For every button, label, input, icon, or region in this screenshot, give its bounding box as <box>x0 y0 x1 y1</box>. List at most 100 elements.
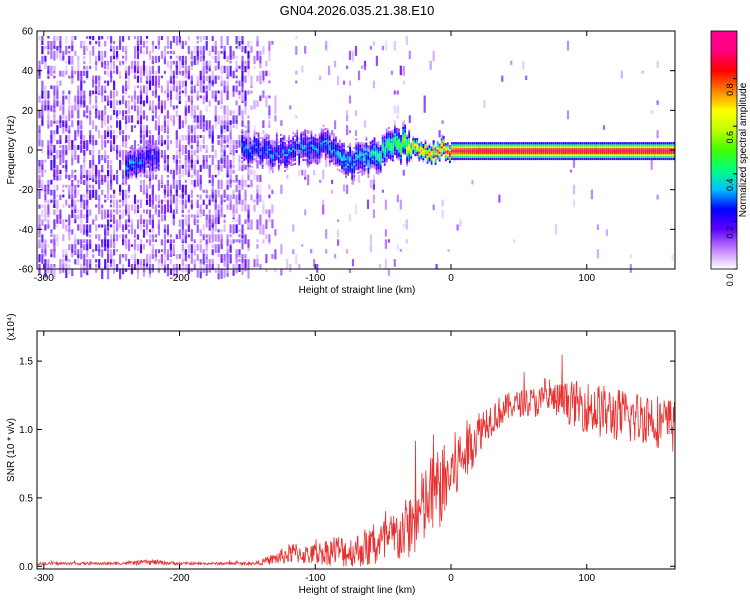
spectrogram-ridge-cell <box>493 152 496 155</box>
spectrogram-ridge-cell <box>365 148 368 151</box>
spectrogram-ridge-cell <box>322 130 325 133</box>
spectrogram-cell <box>148 194 152 202</box>
spectrogram-ridge-cell <box>495 142 498 145</box>
spectrogram-cell <box>139 264 143 270</box>
spectrogram-cell <box>181 40 184 49</box>
spectrogram-cell <box>199 95 202 99</box>
spectrogram-ridge-cell <box>501 155 504 159</box>
spectrogram-cell <box>196 75 199 85</box>
spectrogram-cell <box>104 209 107 219</box>
x-tick-label: -200 <box>170 573 190 584</box>
spectrogram-cell <box>157 75 160 85</box>
spectrogram-ridge-cell <box>538 148 541 151</box>
spectrogram-cell <box>145 254 149 264</box>
spectrogram-cell <box>122 150 125 160</box>
spectrogram-ridge-cell <box>290 155 292 158</box>
spectrogram-cell <box>259 95 262 102</box>
spectrogram-ridge-cell <box>263 138 266 141</box>
spectrogram-ridge-cell <box>491 148 494 151</box>
spectrogram-ridge-cell <box>607 157 610 161</box>
spectrogram-ridge-cell <box>300 134 303 137</box>
spectrogram-ridge-cell <box>577 146 580 149</box>
spectrogram-ridge-cell <box>310 158 313 161</box>
spectrogram-cell <box>50 254 53 258</box>
spectrogram-cell <box>334 60 337 68</box>
spectrogram-cell <box>220 234 223 241</box>
spectrogram-cell <box>166 189 169 197</box>
spectrogram-ridge-cell <box>337 144 339 147</box>
spectrogram-ridge-cell <box>147 143 150 146</box>
spectrogram-ridge-cell <box>251 143 254 147</box>
spectrogram-ridge-cell <box>245 148 248 151</box>
spectrogram-ridge-cell <box>654 148 657 151</box>
spectrogram-ridge-cell <box>135 167 138 170</box>
spectrogram-cell <box>104 199 107 203</box>
spectrogram-ridge-cell <box>318 146 321 150</box>
spectrogram-cell <box>113 80 116 90</box>
spectrogram-ridge-cell <box>377 161 380 164</box>
spectrogram-cell <box>211 125 214 133</box>
spectrogram-cell <box>196 219 199 224</box>
spectrogram-ridge-cell <box>618 152 620 155</box>
x-tick-label: 0 <box>448 273 454 284</box>
spectrogram-ridge-cell <box>622 148 624 151</box>
spectrogram-cell <box>68 95 71 105</box>
spectrogram-ridge-cell <box>143 168 146 172</box>
spectrogram-cell <box>38 254 41 263</box>
spectrogram-cell <box>119 209 122 214</box>
spectrogram-ridge-cell <box>357 155 360 158</box>
spectrogram-cell <box>193 259 196 267</box>
spectrogram-cell <box>95 90 98 95</box>
spectrogram-cell <box>130 95 134 103</box>
spectrogram-cell <box>74 169 77 173</box>
spectrogram-cell <box>226 125 229 132</box>
spectrogram-cell <box>142 259 146 266</box>
spectrogram-cell <box>190 269 193 272</box>
spectrogram-ridge-cell <box>129 146 132 149</box>
spectrogram-ridge-cell <box>461 157 463 161</box>
spectrogram-cell <box>211 174 214 184</box>
spectrogram-cell <box>110 130 113 139</box>
spectrogram-cell <box>38 204 41 209</box>
spectrogram-ridge-cell <box>552 142 555 145</box>
spectrogram-cell <box>95 259 98 263</box>
spectrogram-ridge-cell <box>361 161 364 164</box>
spectrogram-ridge-cell <box>302 135 305 138</box>
spectrogram-cell <box>432 50 435 62</box>
spectrogram-ridge-cell <box>284 146 286 149</box>
spectrogram-cell <box>95 234 98 239</box>
spectrogram-cell <box>295 36 298 40</box>
spectrogram-ridge-cell <box>491 155 494 159</box>
colorbar-axis: 0.00.20.40.60.8 <box>725 78 737 286</box>
spectrogram-cell <box>366 199 370 209</box>
spectrogram-ridge-cell <box>618 154 620 157</box>
spectrogram-cell <box>77 189 80 196</box>
spectrogram-cell <box>190 110 193 116</box>
spectrogram-cell <box>83 150 86 156</box>
spectrogram-ridge-cell <box>267 150 270 153</box>
spectrogram-ridge-cell <box>412 136 415 139</box>
spectrogram-ridge-cell <box>328 158 331 161</box>
spectrogram-ridge-cell <box>662 157 665 161</box>
spectrogram-ridge-cell <box>534 157 537 161</box>
spectrogram-cell <box>101 120 104 129</box>
spectrogram-cell <box>107 179 110 189</box>
spectrogram-ridge-cell <box>292 141 294 144</box>
spectrogram-cell <box>136 264 140 273</box>
spectrogram-ridge-cell <box>294 142 296 146</box>
spectrogram-cell <box>193 85 196 91</box>
spectrogram-cell <box>89 130 92 139</box>
spectrogram-ridge-cell <box>607 146 610 149</box>
spectrogram-ridge-cell <box>624 148 626 151</box>
spectrogram-cell <box>169 269 172 275</box>
spectrogram-cell <box>241 85 244 93</box>
spectrogram-cell <box>166 199 169 206</box>
spectrogram-cell <box>98 204 101 215</box>
spectrogram-ridge-cell <box>668 148 671 151</box>
spectrogram-cell <box>148 179 152 189</box>
spectrogram-cell <box>202 95 205 105</box>
spectrogram-ridge-cell <box>522 142 525 145</box>
spectrogram-ridge-cell <box>310 144 313 147</box>
spectrogram-ridge-cell <box>249 139 252 142</box>
spectrogram-ridge-cell <box>530 152 533 155</box>
